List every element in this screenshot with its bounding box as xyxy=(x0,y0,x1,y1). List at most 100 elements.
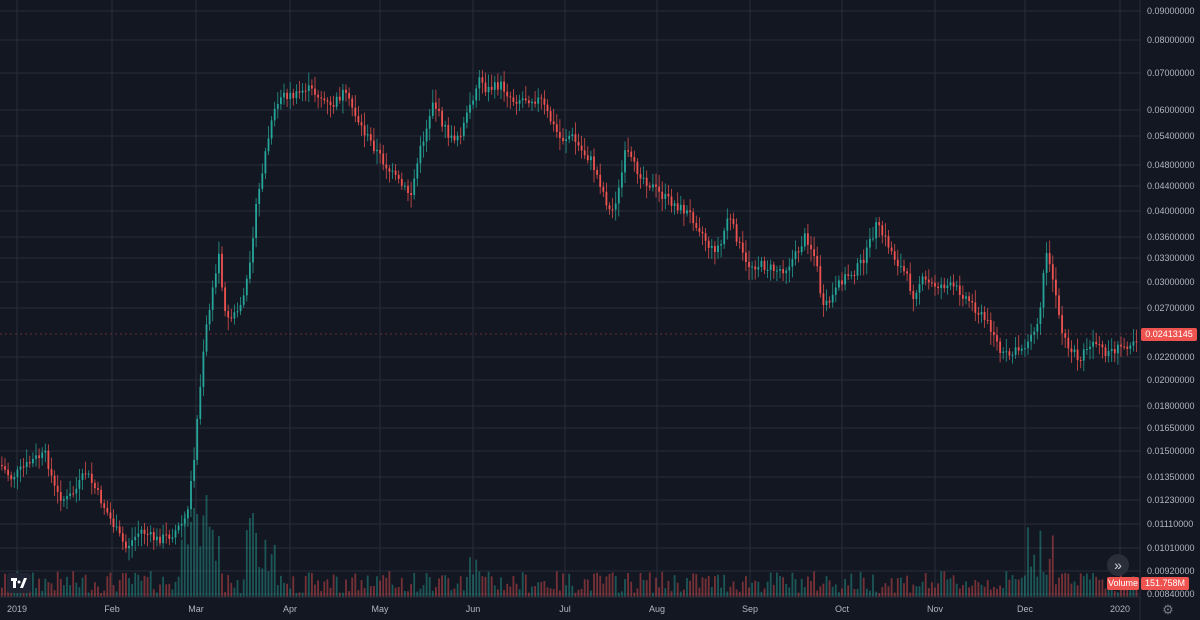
volume-bar xyxy=(72,571,75,597)
candle-down xyxy=(906,271,908,274)
candle-up xyxy=(205,324,208,352)
volume-bar xyxy=(943,571,946,597)
candle-down xyxy=(648,185,651,188)
candle-up xyxy=(193,459,195,481)
volume-bar xyxy=(707,575,710,597)
volume-bar xyxy=(1129,583,1132,597)
volume-bar xyxy=(785,583,788,597)
volume-bar xyxy=(357,590,360,597)
candle-down xyxy=(1058,295,1060,316)
candle-up xyxy=(673,203,676,206)
candle-down xyxy=(962,294,964,299)
scroll-to-realtime-button[interactable]: » xyxy=(1107,554,1129,576)
volume-bar xyxy=(518,589,521,597)
volume-bar xyxy=(1123,584,1125,597)
candle-down xyxy=(388,168,391,172)
volume-bar xyxy=(280,575,282,597)
volume-bar xyxy=(428,577,431,597)
candle-down xyxy=(611,209,614,211)
price-axis-tick-label: 0.03600000 xyxy=(1147,232,1195,242)
volume-bar xyxy=(447,578,450,597)
volume-bar xyxy=(187,544,189,597)
volume-bar xyxy=(962,584,964,597)
volume-bar xyxy=(258,566,261,597)
candle-up xyxy=(642,177,645,179)
candle-up xyxy=(788,266,791,271)
candle-down xyxy=(109,512,112,519)
candle-up xyxy=(590,156,592,161)
volume-bar xyxy=(729,586,732,597)
volume-bar xyxy=(360,580,363,597)
candle-down xyxy=(639,174,642,179)
volume-bar xyxy=(800,578,803,597)
candle-down xyxy=(47,450,50,470)
candle-up xyxy=(500,81,502,90)
candle-up xyxy=(162,534,164,544)
volume-bar xyxy=(896,578,899,597)
candle-up xyxy=(940,284,943,289)
candle-down xyxy=(524,98,527,101)
candle-up xyxy=(183,518,186,524)
volume-bar xyxy=(955,583,958,597)
volume-bar xyxy=(633,592,636,597)
candle-up xyxy=(283,92,285,98)
volume-bar xyxy=(831,586,834,597)
volume-bar xyxy=(627,573,629,597)
volume-bar xyxy=(915,586,918,597)
chart-settings-button[interactable]: ⚙ xyxy=(1160,602,1176,618)
volume-bar xyxy=(106,576,109,597)
candle-down xyxy=(893,251,896,260)
candle-down xyxy=(670,196,673,206)
candle-down xyxy=(810,244,812,250)
volume-bar xyxy=(859,571,862,597)
volume-bar xyxy=(506,583,509,597)
volume-bar xyxy=(853,588,856,597)
volume-bar xyxy=(159,584,161,597)
volume-bar xyxy=(425,573,428,597)
volume-bar xyxy=(298,592,301,597)
candle-up xyxy=(1045,253,1048,273)
volume-bar xyxy=(84,574,87,597)
candle-down xyxy=(1123,346,1125,348)
volume-bar xyxy=(583,579,586,597)
volume-bar xyxy=(1051,535,1054,597)
candle-up xyxy=(307,85,310,92)
volume-bar xyxy=(332,574,335,597)
candle-up xyxy=(69,493,71,497)
candle-up xyxy=(199,386,202,419)
candle-up xyxy=(965,296,967,299)
candle-up xyxy=(1033,331,1036,335)
volume-bar xyxy=(509,586,512,597)
candle-down xyxy=(971,301,974,303)
volume-bar xyxy=(726,591,729,597)
volume-bar xyxy=(648,572,651,597)
volume-bar xyxy=(1045,574,1048,597)
volume-bar xyxy=(348,590,350,597)
volume-bar xyxy=(307,572,310,597)
volume-bar xyxy=(252,513,254,597)
candle-down xyxy=(379,149,381,154)
volume-bar xyxy=(776,572,778,597)
time-axis[interactable]: 2019 Feb Mar Apr May Jun Jul Aug Sep Oct Nov Dec 202… xyxy=(0,596,1140,614)
candle-up xyxy=(270,120,273,139)
candle-up xyxy=(521,98,524,101)
candle-up xyxy=(131,540,133,546)
volume-bar xyxy=(44,578,47,597)
volume-bar xyxy=(537,582,540,597)
candle-up xyxy=(202,351,205,387)
price-axis[interactable]: 0.09000000 0.08000000 0.07000000 0.06000000… xyxy=(1139,0,1195,620)
volume-bar xyxy=(78,587,81,597)
time-axis-tick-label: Mar xyxy=(188,604,204,614)
volume-bar xyxy=(875,591,877,597)
volume-bar xyxy=(1024,575,1026,597)
volume-bar xyxy=(1008,579,1011,597)
candle-down xyxy=(1064,333,1067,338)
candle-down xyxy=(373,140,375,152)
volume-bar xyxy=(624,579,626,597)
candle-down xyxy=(106,507,109,513)
volume-bar xyxy=(772,584,775,597)
volume-bar xyxy=(794,578,797,597)
candle-down xyxy=(354,107,357,117)
volume-bar xyxy=(1011,575,1014,597)
